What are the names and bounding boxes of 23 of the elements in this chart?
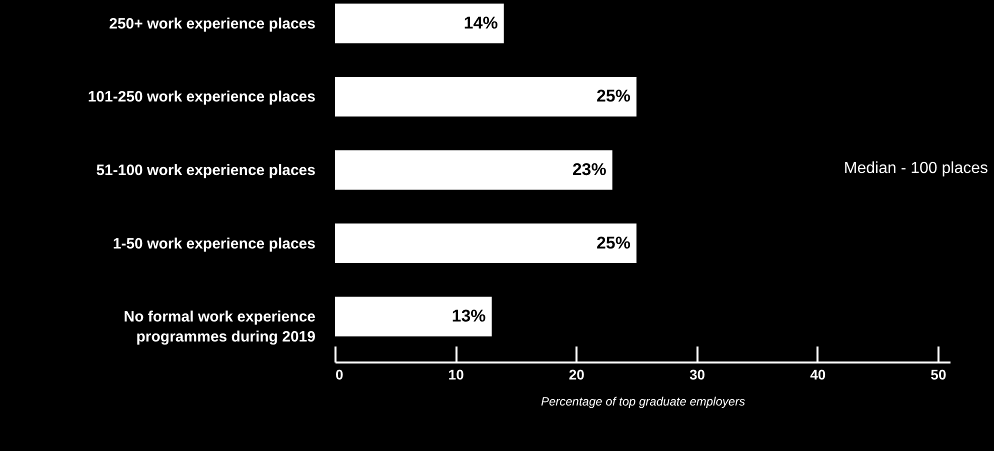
data-label: 23% [572,160,606,179]
x-tick-label: 20 [568,366,585,382]
x-tick-label: 40 [810,366,826,382]
x-axis-title: Percentage of top graduate employers [540,394,746,408]
y-tick-label: 1-50 work experience places [112,235,316,252]
bar [335,76,636,117]
data-label: 14% [464,13,498,32]
y-tick-label: 101-250 work experience places [88,88,316,106]
x-tick-label: 50 [930,366,946,382]
x-tick-label: 10 [448,366,464,382]
bar [335,4,504,44]
data-label: 25% [596,233,630,252]
data-label: 13% [452,306,486,326]
bar [335,223,636,264]
bar [335,296,492,336]
annotation: Median - 100 places [844,160,988,177]
x-tick-label: 30 [689,366,706,382]
data-label: 25% [596,86,630,106]
y-tick-label: 250+ work experience places [109,15,316,32]
x-tick-label: 0 [336,366,344,382]
bar [335,150,612,190]
y-tick-label: No formal work experience programmes during 2019 [124,308,316,346]
y-tick-label: 51-100 work experience places [96,162,316,179]
